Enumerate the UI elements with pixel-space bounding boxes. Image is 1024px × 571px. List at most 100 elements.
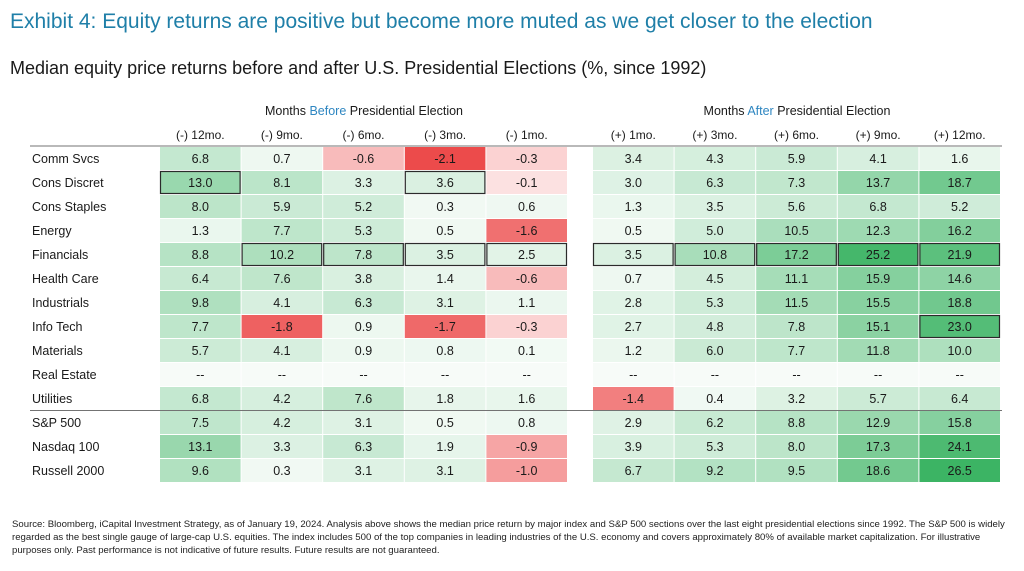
- cell-value: 5.9: [273, 200, 290, 214]
- cell-value: 4.1: [273, 344, 290, 358]
- heatmap-cell: [323, 219, 404, 242]
- heatmap-cell: [756, 387, 837, 410]
- heatmap-cell: [486, 243, 567, 266]
- cell-value: 0.5: [625, 224, 642, 238]
- heatmap-cell: [323, 147, 404, 170]
- heatmap-cell: [486, 267, 567, 290]
- cell-value: 3.5: [436, 248, 453, 262]
- heatmap-cell: [404, 171, 486, 194]
- cell-value: 14.6: [948, 272, 972, 286]
- cell-value: 13.1: [188, 440, 212, 454]
- heatmap-cell: [241, 339, 323, 362]
- row-label: S&P 500: [32, 416, 81, 430]
- heatmap-cell: [919, 411, 1000, 434]
- cell-value: 23.0: [948, 320, 972, 334]
- heatmap-cell: [837, 195, 919, 218]
- heatmap-cell: [241, 363, 323, 386]
- cell-value: 5.3: [706, 296, 723, 310]
- cell-value: 1.3: [625, 200, 642, 214]
- heatmap-cell: [837, 387, 919, 410]
- cell-value: 10.2: [270, 248, 294, 262]
- column-header: (-) 9mo.: [261, 128, 303, 142]
- heatmap-cell: [674, 339, 756, 362]
- cell-value: -0.3: [516, 320, 538, 334]
- row-label: Energy: [32, 224, 72, 238]
- cell-value: -1.4: [623, 392, 645, 406]
- heatmap-cell: [919, 363, 1000, 386]
- cell-value: -0.1: [516, 176, 538, 190]
- heatmap-cell: [241, 243, 323, 266]
- cell-value: 11.8: [866, 344, 889, 358]
- column-header: (+) 12mo.: [934, 128, 986, 142]
- heatmap-cell: [404, 315, 486, 338]
- cell-value: 5.6: [788, 200, 805, 214]
- cell-value: -1.0: [516, 464, 538, 478]
- heatmap-cell: [593, 339, 674, 362]
- heatmap-cell: [323, 387, 404, 410]
- heatmap-cell: [404, 459, 486, 482]
- cell-value: 6.2: [706, 416, 723, 430]
- heatmap-cell: [593, 363, 674, 386]
- heatmap-cell: [756, 147, 837, 170]
- heatmap-cell: [756, 195, 837, 218]
- cell-value: 9.6: [192, 464, 209, 478]
- cell-value: 5.7: [192, 344, 209, 358]
- cell-value: 15.5: [866, 296, 890, 310]
- heatmap-cell: [241, 459, 323, 482]
- cell-value: 13.0: [188, 176, 212, 190]
- cell-value: 0.4: [706, 392, 723, 406]
- row-label: Materials: [32, 344, 83, 358]
- heatmap-cell: [323, 339, 404, 362]
- heatmap-cell: [674, 291, 756, 314]
- column-header: (-) 12mo.: [176, 128, 225, 142]
- cell-value: -0.9: [516, 440, 538, 454]
- cell-value: 7.7: [788, 344, 805, 358]
- heatmap-cell: [837, 315, 919, 338]
- cell-value: 2.7: [625, 320, 642, 334]
- cell-value: 7.5: [192, 416, 209, 430]
- cell-value: 5.3: [706, 440, 723, 454]
- cell-value: 3.3: [355, 176, 372, 190]
- heatmap-cell: [919, 459, 1000, 482]
- heatmap-cell: [919, 195, 1000, 218]
- cell-value: -1.8: [271, 320, 293, 334]
- heatmap-cell: [323, 411, 404, 434]
- heatmap-cell: [919, 219, 1000, 242]
- heatmap-cell: [674, 435, 756, 458]
- heatmap-cell: [241, 171, 323, 194]
- row-label: Health Care: [32, 272, 99, 286]
- heatmap-cell: [837, 171, 919, 194]
- cell-value: 9.8: [192, 296, 209, 310]
- cell-value: -0.6: [516, 272, 538, 286]
- cell-value: 24.1: [948, 440, 972, 454]
- heatmap-cell: [404, 387, 486, 410]
- cell-value: 12.9: [866, 416, 890, 430]
- cell-value: 10.5: [784, 224, 808, 238]
- row-label: Russell 2000: [32, 464, 104, 478]
- cell-value: 11.5: [785, 296, 808, 310]
- heatmap-cell: [756, 339, 837, 362]
- heatmap-cell: [919, 243, 1000, 266]
- heatmap-cell: [241, 291, 323, 314]
- row-label: Industrials: [32, 296, 89, 310]
- cell-value: 3.5: [706, 200, 723, 214]
- heatmap-cell: [160, 267, 241, 290]
- row-label: Cons Staples: [32, 200, 106, 214]
- cell-value: 15.8: [948, 416, 972, 430]
- cell-value: 13.7: [866, 176, 890, 190]
- cell-value: 5.7: [869, 392, 886, 406]
- heatmap-cell: [837, 267, 919, 290]
- heatmap-cell: [674, 411, 756, 434]
- cell-value: --: [278, 368, 286, 382]
- highlight-box: [674, 242, 756, 267]
- highlight-box: [919, 314, 1001, 339]
- cell-value: 0.1: [518, 344, 535, 358]
- cell-value: 3.1: [436, 464, 453, 478]
- cell-value: 3.1: [355, 416, 372, 430]
- heatmap-cell: [486, 171, 567, 194]
- cell-value: 7.8: [788, 320, 805, 334]
- heatmap-cell: [160, 459, 241, 482]
- cell-value: 0.5: [436, 416, 453, 430]
- highlight-box: [241, 242, 323, 267]
- heatmap-cell: [404, 219, 486, 242]
